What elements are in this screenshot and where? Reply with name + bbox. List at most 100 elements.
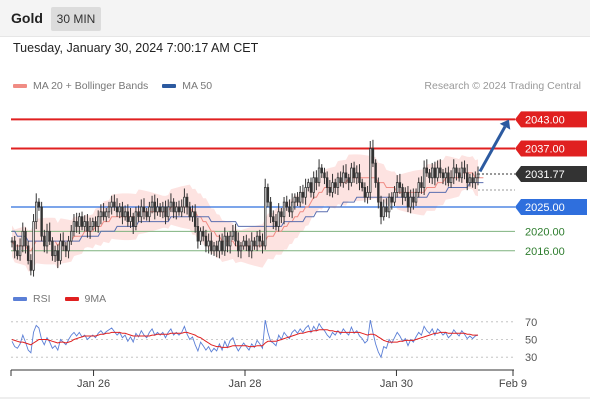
candle-45 xyxy=(132,212,135,234)
candle-body-11 xyxy=(40,206,43,237)
candle-112 xyxy=(312,171,315,199)
candle-body-41 xyxy=(121,206,124,218)
candle-body-51 xyxy=(148,206,151,218)
candle-body-63 xyxy=(180,206,183,213)
candle-7 xyxy=(29,254,33,276)
level-label-0: 2043.00 xyxy=(525,114,565,126)
rsi-panel: 70 50 30 xyxy=(11,317,537,364)
candle-160 xyxy=(441,169,445,185)
timeframe-button[interactable]: 30 MIN xyxy=(51,7,101,31)
candle-body-104 xyxy=(290,201,294,213)
candle-136 xyxy=(377,177,380,209)
candle-body-3 xyxy=(18,245,22,257)
candle-body-95 xyxy=(266,187,270,203)
projection-arrow-head xyxy=(499,119,511,130)
candle-body-141 xyxy=(390,196,394,203)
candle-body-147 xyxy=(406,191,410,208)
candle-body-119 xyxy=(331,182,334,193)
legend-swatch-9ma xyxy=(64,297,79,301)
candle-71 xyxy=(202,226,205,242)
candle-body-96 xyxy=(269,201,272,218)
candle-body-120 xyxy=(334,182,337,188)
candle-body-139 xyxy=(385,206,388,213)
candle-80 xyxy=(226,232,229,253)
candle-body-67 xyxy=(191,211,194,218)
candle-124 xyxy=(344,164,348,185)
candle-74 xyxy=(210,232,213,255)
candle-body-77 xyxy=(218,240,221,252)
candle-body-68 xyxy=(193,211,197,227)
candle-body-74 xyxy=(210,240,213,252)
candle-body-149 xyxy=(412,196,415,203)
candle-body-29 xyxy=(88,226,92,232)
candle-106 xyxy=(296,192,299,206)
candle-88 xyxy=(247,238,251,258)
candle-16 xyxy=(53,245,57,262)
candle-body-12 xyxy=(43,235,46,247)
candle-body-52 xyxy=(150,201,154,208)
candle-body-86 xyxy=(242,240,245,247)
rsi-line xyxy=(11,320,479,359)
candle-body-109 xyxy=(304,187,307,198)
candle-37 xyxy=(110,195,113,215)
candle-body-162 xyxy=(447,172,450,184)
x-tick-label-1: Jan 28 xyxy=(228,378,261,390)
candle-126 xyxy=(350,162,353,187)
candle-8 xyxy=(32,214,35,277)
candle-body-100 xyxy=(280,211,283,218)
candle-157 xyxy=(433,161,437,186)
candle-body-71 xyxy=(202,230,205,237)
candle-body-122 xyxy=(339,177,342,184)
candle-96 xyxy=(269,196,272,224)
candle-18 xyxy=(59,233,62,265)
candle-body-30 xyxy=(91,221,95,227)
candle-150 xyxy=(414,188,418,206)
candle-139 xyxy=(385,198,388,217)
candle-body-83 xyxy=(234,230,237,242)
candle-body-129 xyxy=(358,172,361,184)
candle-123 xyxy=(342,165,345,188)
legend-item-rsi: RSI xyxy=(13,293,51,305)
candle-93 xyxy=(261,233,264,254)
legend-label-9ma: 9MA xyxy=(84,293,107,305)
candle-64 xyxy=(183,188,186,214)
candle-120 xyxy=(334,178,337,194)
candle-body-6 xyxy=(26,245,30,261)
candle-body-88 xyxy=(247,245,251,252)
candle-169 xyxy=(466,164,469,191)
candle-body-9 xyxy=(35,201,38,222)
candle-90 xyxy=(253,237,256,250)
candle-body-155 xyxy=(428,172,431,179)
candle-38 xyxy=(113,194,116,211)
candle-22 xyxy=(70,224,73,245)
candle-146 xyxy=(404,187,407,202)
candle-62 xyxy=(177,200,181,216)
candle-body-159 xyxy=(439,167,442,174)
candle-116 xyxy=(323,167,326,185)
projection-arrow-shaft xyxy=(478,125,507,173)
candle-body-5 xyxy=(24,230,27,247)
candle-body-171 xyxy=(471,177,474,184)
candle-body-130 xyxy=(360,182,364,188)
candle-body-59 xyxy=(169,201,173,208)
candle-10 xyxy=(37,198,41,211)
candle-105 xyxy=(293,193,297,210)
candle-83 xyxy=(234,223,237,247)
candle-body-34 xyxy=(102,211,105,218)
candle-body-146 xyxy=(404,191,407,198)
candle-body-14 xyxy=(48,230,51,242)
candle-33 xyxy=(99,204,103,225)
candle-23 xyxy=(72,214,76,237)
candle-25 xyxy=(78,212,81,234)
candle-43 xyxy=(126,204,130,227)
candle-130 xyxy=(360,178,364,192)
candle-151 xyxy=(417,177,420,198)
price-levels: 2043.00 2037.00 2025.00 2020.00 2016.00 2031.… xyxy=(11,111,587,258)
candle-body-161 xyxy=(444,172,447,179)
candle-body-152 xyxy=(420,182,423,188)
candle-body-87 xyxy=(245,240,248,247)
candle-body-55 xyxy=(158,206,162,213)
candle-170 xyxy=(468,173,472,187)
candle-body-13 xyxy=(45,230,49,247)
